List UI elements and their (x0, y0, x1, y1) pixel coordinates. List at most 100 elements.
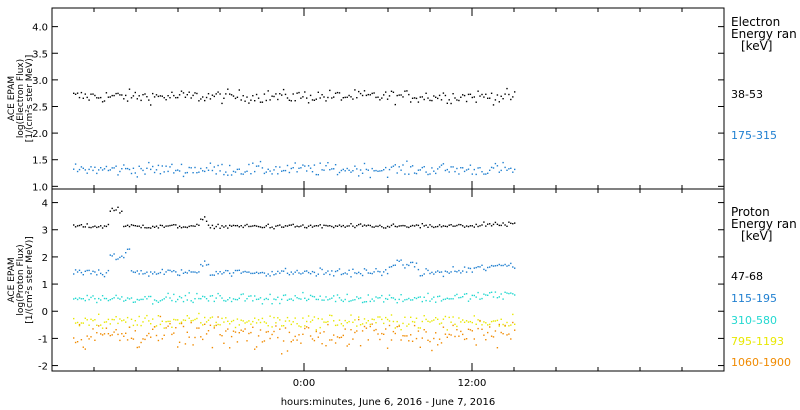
data-point (386, 176, 389, 178)
data-point (327, 299, 329, 301)
data-point (254, 224, 256, 227)
data-point (321, 299, 323, 301)
data-point (103, 297, 106, 300)
data-point (494, 291, 497, 293)
data-point (271, 173, 273, 175)
data-point (76, 298, 79, 301)
data-point (356, 330, 358, 332)
data-point (121, 320, 123, 322)
data-point (298, 167, 300, 169)
data-point (419, 96, 421, 98)
data-point (442, 225, 445, 227)
data-point (121, 296, 123, 298)
data-point (169, 297, 171, 299)
data-point (294, 317, 296, 319)
data-point (223, 321, 225, 323)
data-point (413, 97, 416, 99)
data-point (394, 332, 396, 335)
data-point (300, 273, 302, 275)
proton-legend-entry: 310-580 (731, 314, 777, 327)
proton-ytick-label: 4 (42, 199, 48, 210)
data-point (417, 101, 420, 103)
data-point (138, 273, 140, 275)
data-point (146, 334, 148, 337)
data-point (323, 321, 325, 323)
data-point (437, 270, 439, 272)
data-point (136, 98, 138, 100)
data-point (244, 224, 246, 227)
data-point (155, 325, 158, 327)
data-point (246, 170, 248, 172)
data-point (92, 295, 94, 297)
data-point (340, 273, 343, 276)
data-point (271, 333, 273, 336)
electron-ytick-label: 1.0 (32, 182, 48, 193)
data-point (331, 225, 333, 228)
data-point (229, 224, 231, 227)
data-point (373, 318, 375, 321)
data-point (82, 346, 84, 348)
data-point (257, 272, 260, 275)
data-point (115, 294, 117, 297)
data-point (101, 101, 104, 103)
data-point (425, 92, 427, 94)
data-point (498, 296, 500, 298)
data-point (84, 169, 86, 171)
data-point (173, 332, 175, 334)
data-point (101, 227, 104, 229)
data-point (261, 341, 264, 343)
data-point (512, 223, 514, 225)
data-point (209, 227, 212, 229)
data-point (292, 321, 294, 323)
data-point (248, 332, 250, 335)
data-point (350, 276, 352, 278)
data-point (132, 301, 135, 303)
data-point (463, 293, 466, 295)
data-point (252, 162, 254, 164)
data-point (325, 165, 327, 167)
data-point (273, 330, 275, 333)
data-point (230, 94, 233, 96)
data-point (105, 327, 108, 329)
data-point (404, 173, 406, 175)
data-point (396, 302, 398, 304)
data-point (109, 254, 111, 256)
data-point (217, 273, 219, 275)
data-point (73, 337, 75, 339)
data-point (298, 334, 300, 336)
data-point (307, 298, 310, 300)
data-point (385, 166, 387, 169)
data-point (406, 226, 408, 228)
data-point (130, 318, 133, 320)
data-point (321, 94, 323, 96)
data-point (100, 333, 102, 335)
data-point (307, 315, 310, 317)
data-point (452, 324, 454, 327)
data-point (410, 101, 412, 103)
data-point (450, 102, 452, 105)
data-point (487, 97, 489, 99)
data-point (100, 225, 102, 227)
data-point (319, 162, 321, 164)
data-point (284, 225, 287, 227)
data-point (217, 323, 219, 326)
data-point (265, 99, 267, 102)
data-point (306, 227, 308, 229)
data-point (473, 315, 475, 317)
data-point (215, 225, 217, 228)
data-point (103, 100, 106, 102)
data-point (394, 327, 396, 329)
data-point (207, 169, 210, 171)
data-point (465, 271, 468, 273)
data-point (306, 270, 308, 272)
data-point (400, 94, 402, 96)
data-point (259, 297, 262, 299)
data-point (82, 274, 84, 276)
data-point (219, 271, 221, 273)
data-point (388, 324, 391, 327)
data-point (502, 264, 504, 267)
data-point (354, 89, 356, 91)
data-point (234, 269, 237, 272)
proton-legend-entry: 47-68 (731, 270, 763, 283)
data-point (352, 225, 354, 227)
